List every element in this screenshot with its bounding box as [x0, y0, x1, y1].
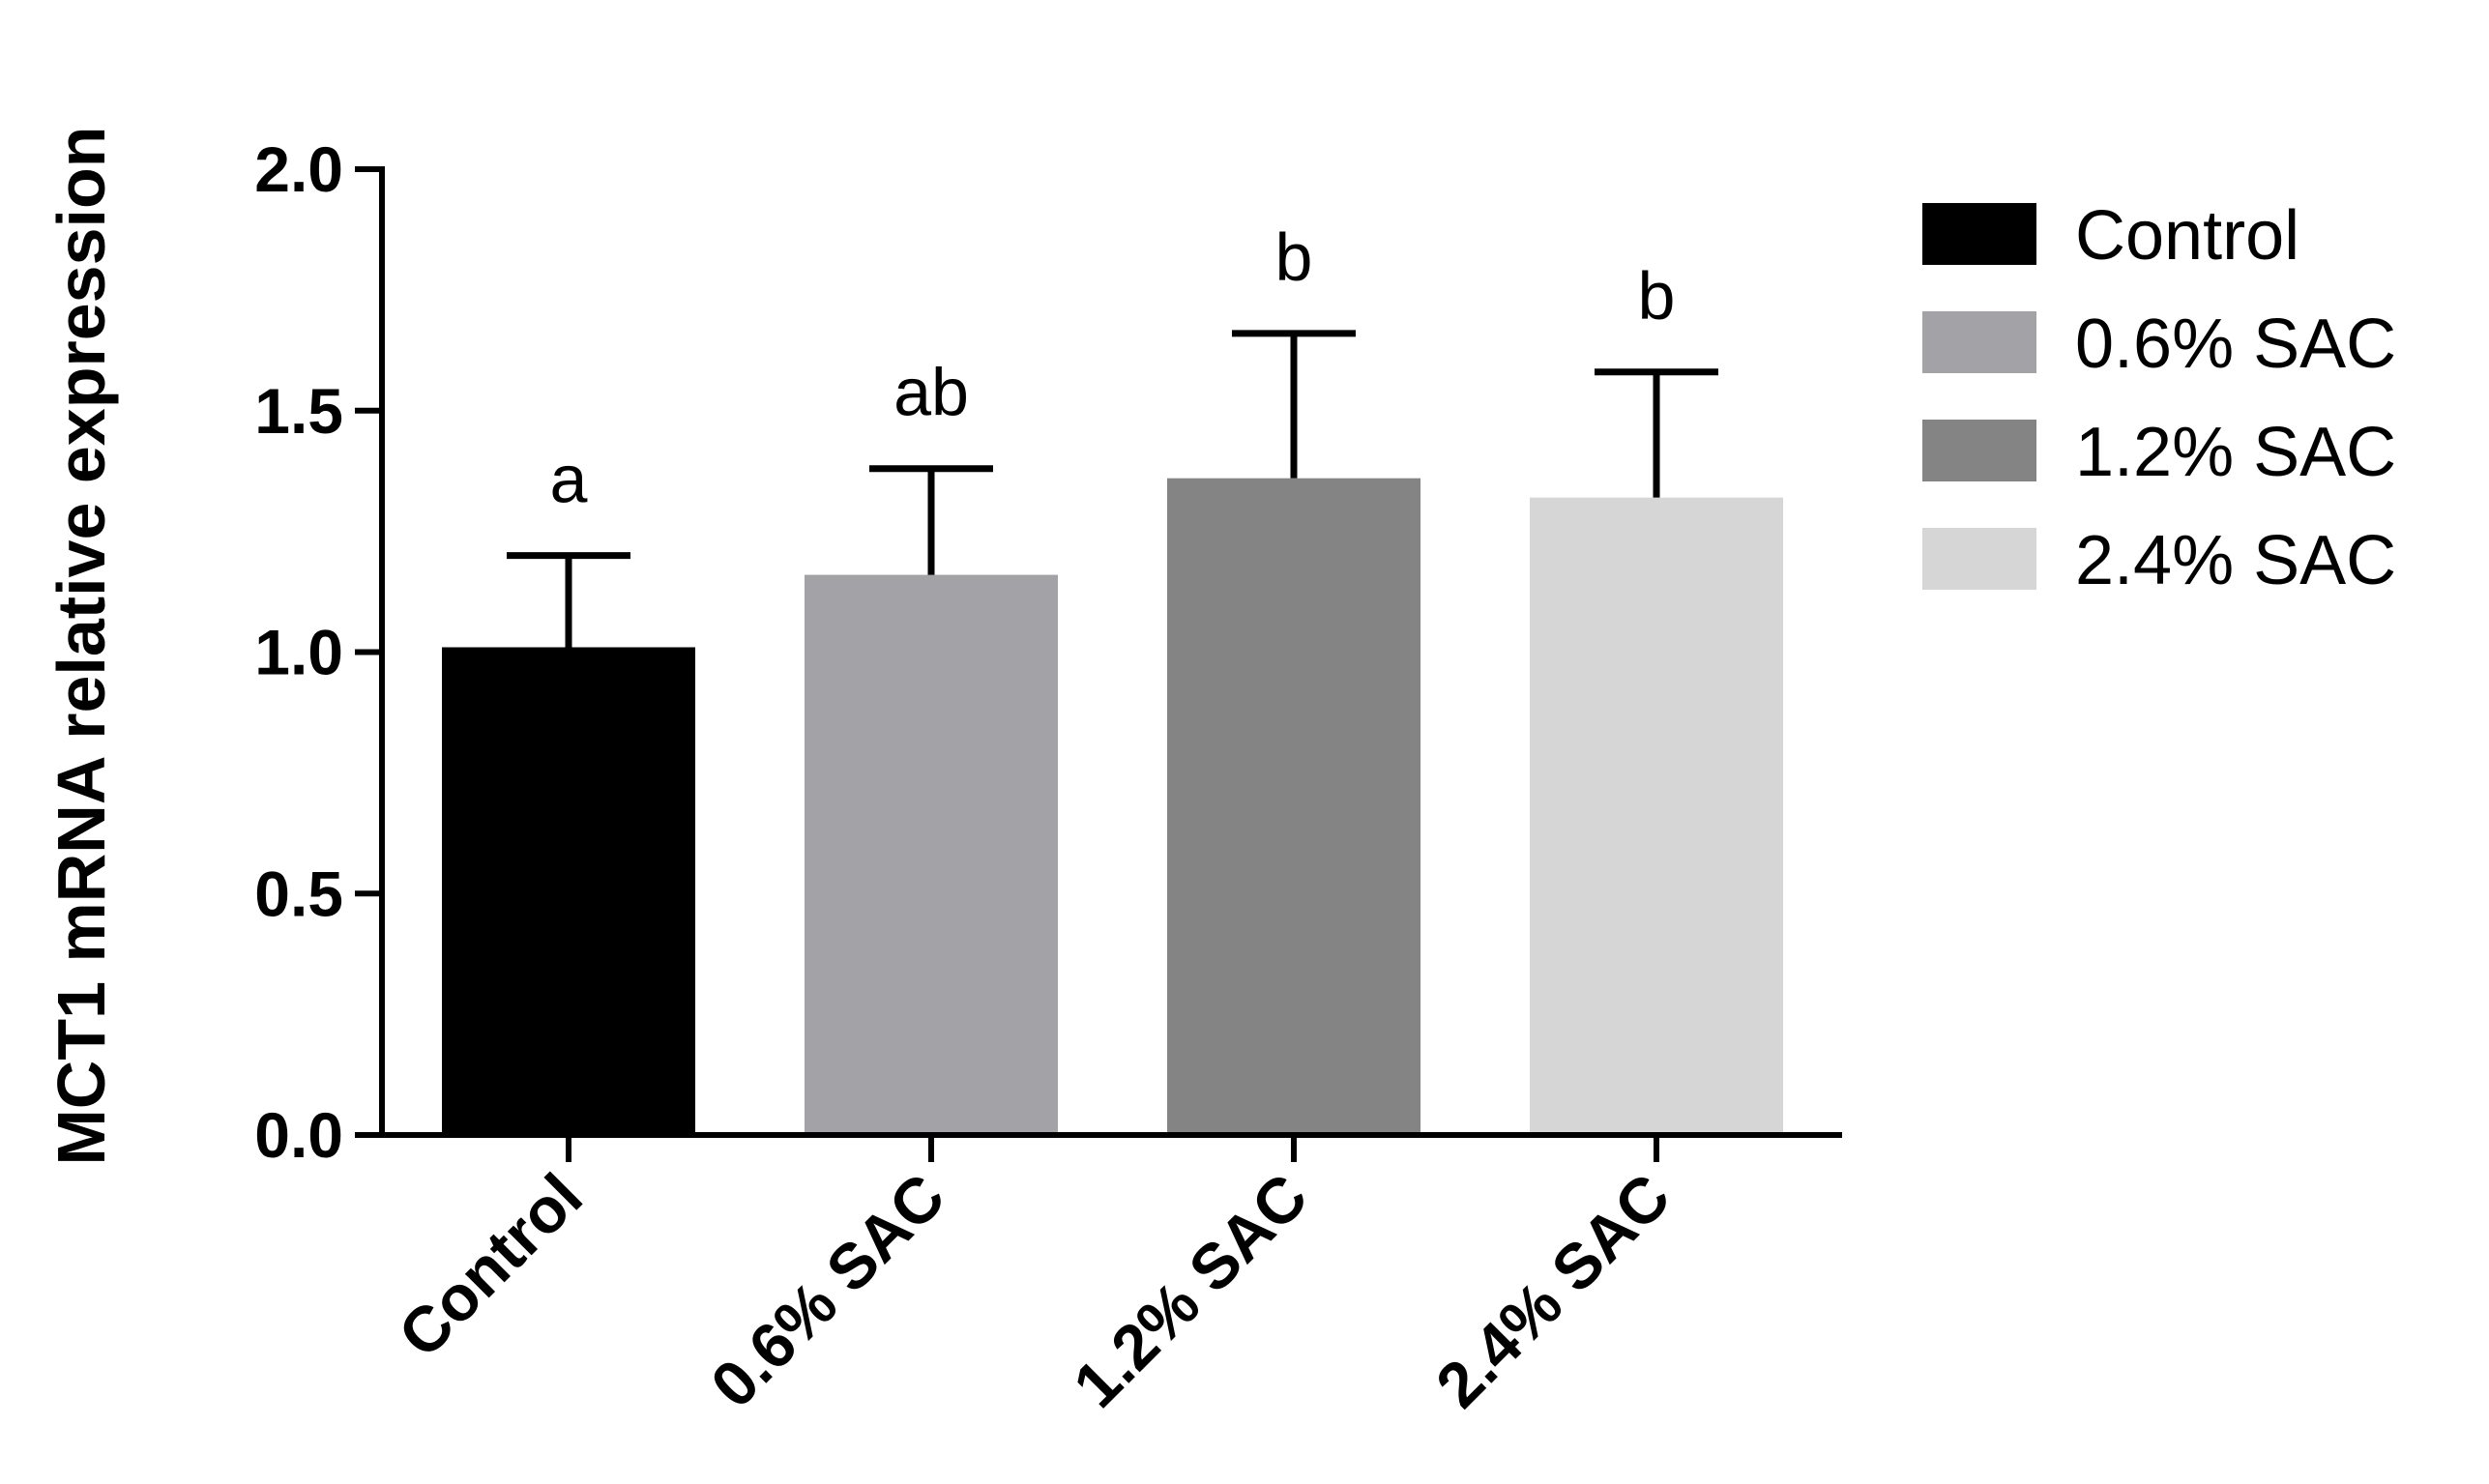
y-tick-label: 2.0: [254, 133, 343, 205]
x-tick-label: 1.2% SAC: [1060, 1160, 1321, 1421]
y-axis: 0.0 0.5 1.0 1.5 2.0: [254, 133, 385, 1171]
error-bars: [507, 330, 1718, 648]
y-tick-label: 1.0: [254, 617, 343, 688]
bar-2-4-sac: [1530, 497, 1783, 1135]
x-tick-label: Control: [385, 1160, 596, 1371]
legend-swatch: [1922, 528, 2036, 590]
legend-swatch: [1922, 311, 2036, 373]
y-tick-label: 1.5: [254, 375, 343, 447]
legend: Control 0.6% SAC 1.2% SAC 2.4% SAC: [1922, 197, 2396, 599]
significance-label: b: [1275, 219, 1313, 295]
significance-label: b: [1638, 258, 1676, 334]
significance-labels: a ab b b: [550, 219, 1676, 517]
y-tick-label: 0.5: [254, 858, 343, 929]
bar-control: [442, 647, 695, 1135]
significance-label: a: [550, 442, 588, 517]
y-tick-label: 0.0: [254, 1099, 343, 1171]
bars: [442, 478, 1783, 1135]
legend-label: Control: [2075, 197, 2299, 275]
legend-swatch: [1922, 203, 2036, 265]
x-axis: Control 0.6% SAC 1.2% SAC 2.4% SAC: [379, 1132, 1842, 1421]
y-axis-label: MCT1 mRNA relative expression: [44, 127, 119, 1166]
legend-swatch: [1922, 420, 2036, 481]
x-tick-label: 2.4% SAC: [1422, 1160, 1684, 1421]
significance-label: ab: [893, 355, 969, 430]
bar-0-6-sac: [805, 574, 1058, 1135]
legend-label: 2.4% SAC: [2075, 522, 2396, 599]
legend-label: 0.6% SAC: [2075, 306, 2396, 383]
legend-label: 1.2% SAC: [2075, 414, 2396, 491]
x-tick-label: 0.6% SAC: [697, 1160, 958, 1421]
bar-1-2-sac: [1167, 478, 1420, 1135]
